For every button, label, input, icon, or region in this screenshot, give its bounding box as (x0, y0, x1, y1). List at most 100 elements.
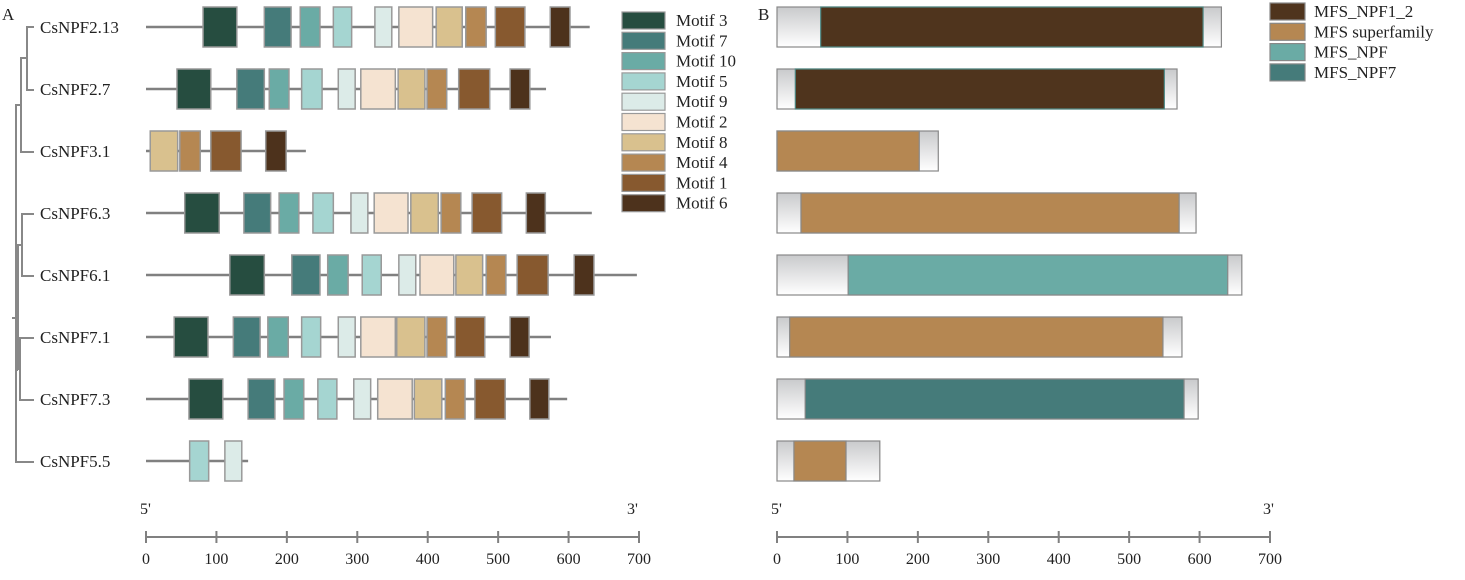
motif-box-m10 (267, 316, 290, 358)
motif-box-m6 (509, 316, 530, 358)
domain-box-super (800, 192, 1180, 234)
motif-box-m9 (337, 68, 356, 110)
legend-swatch (1269, 2, 1306, 21)
legend-label: Motif 4 (676, 153, 728, 172)
axis-tick-label: 600 (557, 551, 581, 568)
motif-box-m9 (337, 316, 356, 358)
panel-a-5prime: 5' (140, 501, 151, 518)
gene-name: CsNPF6.1 (40, 266, 110, 285)
motif-box-m3 (202, 6, 238, 48)
phylogenetic-tree (12, 26, 34, 463)
gene-name: CsNPF2.13 (40, 18, 119, 37)
motif-box-m2 (376, 378, 413, 420)
motif-box-m1 (454, 316, 486, 358)
motif-box-m7 (247, 378, 276, 420)
motif-box-m6 (573, 254, 595, 296)
gene-name: CsNPF7.3 (40, 390, 110, 409)
axis-tick-label: 300 (976, 551, 1000, 568)
motif-box-m8 (455, 254, 484, 296)
motif-box-m4 (444, 378, 466, 420)
axis-tick-label: 700 (1258, 551, 1282, 568)
legend-swatch (621, 11, 666, 30)
legend-swatch (621, 133, 666, 152)
gene-row: CsNPF2.13 (40, 6, 590, 48)
gene-name: CsNPF2.7 (40, 80, 111, 99)
motif-box-m8 (413, 378, 443, 420)
legend-swatch (621, 153, 666, 172)
legend-swatch (621, 112, 666, 132)
legend-label: MFS_NPF7 (1314, 63, 1397, 82)
legend-swatch (621, 194, 666, 213)
motif-box-m9 (353, 378, 372, 420)
gene-name: CsNPF3.1 (40, 142, 110, 161)
axis-tick-label: 100 (204, 551, 228, 568)
motif-box-m10 (278, 192, 300, 234)
domain-row (776, 378, 1199, 420)
motif-box-m4 (426, 316, 448, 358)
motif-box-m9 (398, 254, 417, 296)
domain-box-super (776, 130, 920, 172)
legend-label: Motif 6 (676, 194, 727, 213)
motif-box-m7 (263, 6, 292, 48)
axis-tick-label: 300 (345, 551, 369, 568)
legend-label: Motif 2 (676, 113, 727, 132)
motif-box-m10 (326, 254, 349, 296)
motif-box-m3 (188, 378, 224, 420)
motif-box-m9 (224, 440, 243, 482)
legend-label: Motif 1 (676, 173, 727, 192)
motif-box-m5 (361, 254, 382, 296)
motif-box-m5 (317, 378, 338, 420)
axis-tick-label: 200 (275, 551, 299, 568)
motif-box-m8 (435, 6, 463, 48)
legend-label: Motif 5 (676, 72, 727, 91)
legend-swatch (1269, 63, 1306, 82)
axis-tick-label: 100 (835, 551, 859, 568)
motif-box-m3 (183, 192, 220, 234)
panel-a-3prime: 3' (627, 501, 638, 518)
domain-box-super (789, 316, 1164, 358)
motif-box-m2 (419, 254, 455, 296)
motif-box-m5 (300, 316, 322, 358)
panel-b-3prime: 3' (1263, 501, 1274, 518)
motif-box-m3 (173, 316, 209, 358)
motif-box-m9 (350, 192, 369, 234)
motif-box-m7 (236, 68, 266, 110)
motif-box-m5 (188, 440, 210, 482)
legend-swatch (1269, 42, 1306, 62)
panel-a-scale-axis: 0 100 200 300 400 500 600 700 (142, 531, 651, 568)
legend-swatch (621, 31, 666, 50)
motif-box-m7 (243, 192, 272, 234)
legend-label: Motif 3 (676, 11, 727, 30)
motif-box-m6 (264, 130, 287, 172)
gene-row: CsNPF7.1 (40, 316, 551, 358)
gene-row: CsNPF5.5 (40, 440, 249, 482)
legend-label: Motif 9 (676, 92, 727, 111)
motif-box-m6 (509, 68, 531, 110)
motif-box-m10 (283, 378, 305, 420)
motif-box-m2 (360, 68, 397, 110)
motif-box-m1 (471, 192, 503, 234)
axis-tick-label: 0 (142, 551, 150, 568)
gene-row: CsNPF6.1 (40, 254, 637, 296)
legend-label: Motif 7 (676, 31, 728, 50)
motif-box-m6 (525, 192, 547, 234)
axis-tick-label: 0 (773, 551, 781, 568)
motif-box-m7 (232, 316, 261, 358)
gene-row: CsNPF3.1 (40, 130, 306, 172)
motif-box-m8 (149, 130, 179, 172)
motif-box-m1 (457, 68, 491, 110)
axis-tick-label: 400 (416, 551, 440, 568)
panel-b-5prime: 5' (771, 501, 782, 518)
legend-label: Motif 8 (676, 133, 727, 152)
motif-box-m8 (397, 68, 426, 110)
motif-box-m2 (360, 316, 397, 358)
domain-row (776, 254, 1243, 296)
motif-box-m5 (332, 6, 353, 48)
motif-box-m10 (299, 6, 321, 48)
motif-box-m4 (426, 68, 448, 110)
legend-label: MFS_NPF (1314, 43, 1388, 62)
legend-label: MFS_NPF1_2 (1314, 2, 1413, 21)
axis-tick-label: 200 (906, 551, 930, 568)
panel-b-label: B (758, 5, 769, 24)
